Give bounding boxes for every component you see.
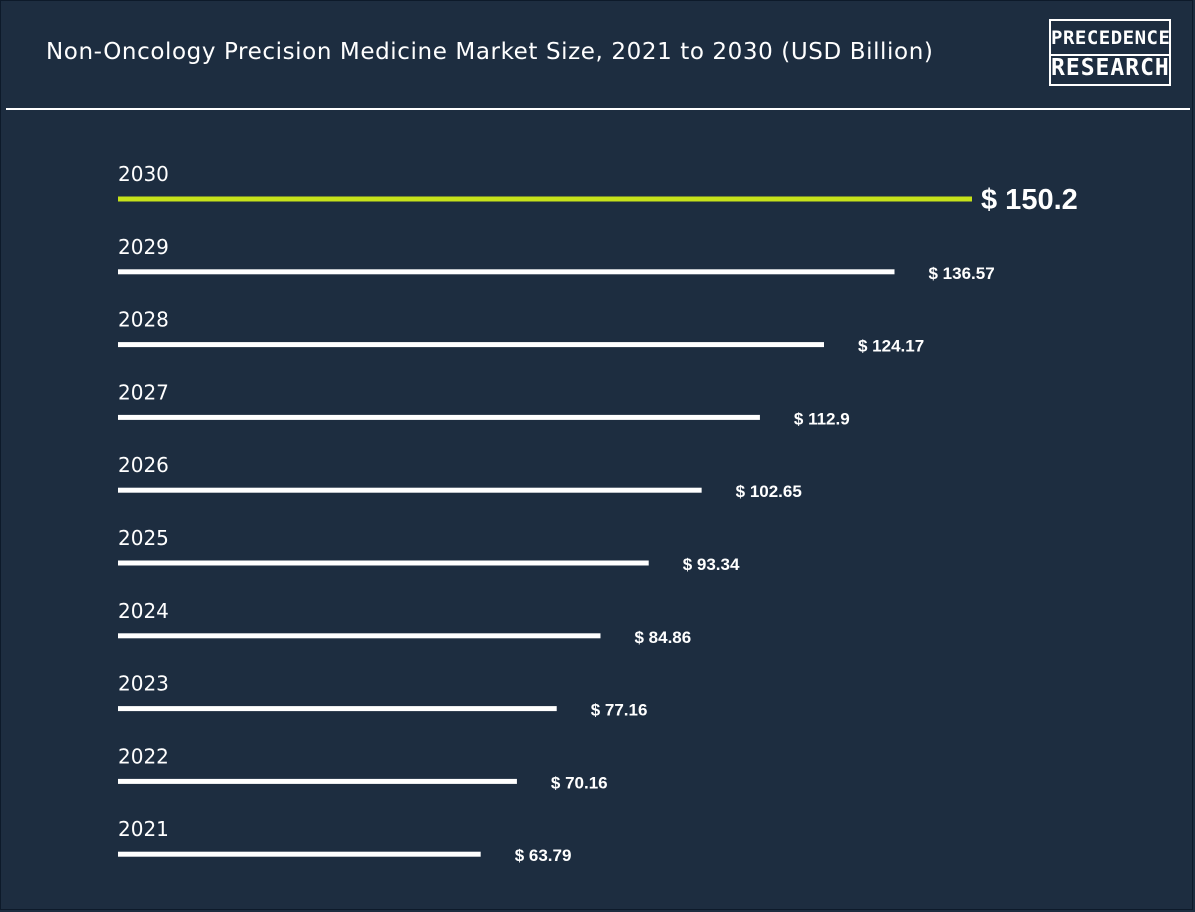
logo-line-1: PRECEDENCE	[1051, 27, 1171, 49]
year-label-2025: 2025	[118, 526, 169, 550]
value-label-2027: $ 112.9	[794, 409, 850, 428]
bar-2030	[118, 196, 972, 202]
bar-2026	[118, 487, 702, 493]
value-label-2025: $ 93.34	[683, 555, 740, 574]
precedence-research-logo: PRECEDENCE RESEARCH	[1049, 19, 1171, 86]
logo-separator	[1051, 54, 1169, 56]
year-label-2030: 2030	[118, 162, 169, 186]
bar-2023	[118, 706, 557, 712]
bar-2025	[118, 560, 649, 566]
value-label-2023: $ 77.16	[591, 701, 648, 720]
bar-2028	[118, 342, 824, 348]
year-label-2023: 2023	[118, 672, 169, 696]
value-label-2029: $ 136.57	[929, 264, 995, 283]
year-label-2026: 2026	[118, 453, 169, 477]
bar-2027	[118, 414, 760, 420]
year-label-2024: 2024	[118, 599, 169, 623]
year-label-2021: 2021	[118, 817, 169, 841]
year-label-2022: 2022	[118, 744, 169, 768]
value-label-2021: $ 63.79	[515, 846, 572, 865]
year-label-2027: 2027	[118, 380, 169, 404]
chart-title: Non-Oncology Precision Medicine Market S…	[46, 39, 934, 65]
year-label-2029: 2029	[118, 235, 169, 259]
value-label-2024: $ 84.86	[634, 628, 691, 647]
value-label-2022: $ 70.16	[551, 773, 608, 792]
value-label-2028: $ 124.17	[858, 337, 924, 356]
bar-2024	[118, 633, 601, 639]
value-label-2026: $ 102.65	[736, 482, 802, 501]
value-label-2030: $ 150.2	[981, 184, 1078, 216]
bar-2022	[118, 778, 517, 784]
logo-line-2: RESEARCH	[1051, 55, 1170, 81]
bar-2029	[118, 269, 895, 275]
bar-2021	[118, 851, 481, 857]
header-divider	[6, 108, 1190, 110]
year-label-2028: 2028	[118, 308, 169, 332]
